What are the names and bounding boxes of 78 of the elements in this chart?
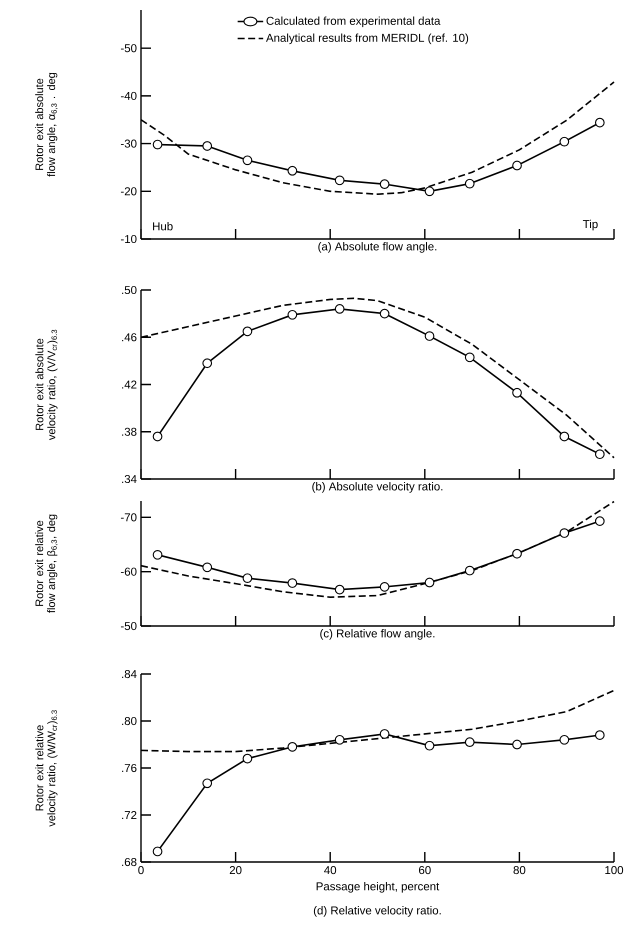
point — [424, 186, 434, 196]
point — [288, 742, 298, 752]
point — [424, 740, 434, 751]
x-tick-label: 0 — [138, 866, 144, 874]
point — [152, 140, 162, 150]
point — [380, 729, 390, 739]
text: (b) Absolute velocity ratio. — [312, 482, 442, 493]
point — [512, 160, 522, 170]
point — [559, 528, 570, 538]
y-tick-label: -50 — [120, 44, 137, 52]
legend-label: Calculated from experimental data — [266, 16, 440, 28]
x-tick-label: 60 — [419, 866, 431, 874]
y-tick-label: -10 — [120, 234, 137, 244]
y-tick-label: -50 — [120, 622, 137, 630]
y-axis-title: Rotor exit relative velocity ratio, (W/W$_{cr}$)$_{6.3}$ — [35, 710, 58, 827]
text: (d) Relative velocity ratio. — [314, 906, 441, 917]
y-tick-label: .72 — [122, 811, 136, 820]
point — [334, 175, 345, 186]
x-tick-label: 40 — [324, 866, 336, 874]
point — [242, 155, 252, 166]
annotation: Tip — [582, 220, 598, 230]
point — [594, 516, 605, 526]
point — [242, 573, 252, 584]
point — [594, 118, 605, 128]
y-tick-label: -30 — [120, 140, 137, 148]
point — [152, 432, 162, 442]
point — [512, 548, 522, 559]
y-tick-label: .76 — [122, 764, 136, 772]
y-tick-label: -20 — [120, 187, 137, 196]
y-tick-label: -40 — [120, 92, 137, 100]
point — [152, 846, 162, 856]
point — [559, 432, 570, 442]
point — [512, 388, 522, 398]
y-tick-label: .80 — [122, 716, 137, 726]
point — [380, 582, 390, 592]
y-tick-label: .34 — [122, 474, 137, 484]
point — [424, 331, 434, 341]
x-tick-label: 80 — [514, 866, 526, 874]
point — [559, 136, 570, 147]
point — [152, 550, 162, 560]
text: (c) Relative flow angle. — [320, 629, 434, 640]
point — [288, 578, 298, 588]
x-tick-label: 20 — [230, 866, 242, 874]
point — [334, 584, 345, 594]
point — [202, 562, 212, 572]
y-tick-label: .42 — [122, 380, 136, 389]
point — [464, 566, 475, 576]
x-axis-title: Passage height, percent — [316, 882, 440, 893]
point — [594, 730, 605, 740]
y-tick-label: .84 — [122, 670, 137, 678]
y-tick-label: .50 — [122, 286, 137, 294]
point — [202, 778, 212, 788]
point — [512, 740, 522, 750]
y-tick-label: -70 — [120, 513, 137, 522]
text: (a) Absolute flow angle. — [318, 242, 436, 253]
legend-label: Analytical results from MERIDL (ref. 10) — [266, 33, 468, 44]
point — [242, 754, 252, 764]
point — [464, 737, 475, 748]
point — [380, 308, 390, 318]
point — [559, 734, 570, 745]
y-tick-label: .46 — [122, 333, 136, 342]
y-tick-label: .38 — [122, 428, 136, 436]
annotation: Hub — [153, 222, 173, 230]
point — [202, 358, 212, 368]
point — [288, 166, 298, 176]
point — [334, 304, 345, 314]
point — [380, 179, 390, 189]
point — [202, 141, 212, 151]
point — [334, 734, 345, 745]
y-tick-label: -60 — [120, 568, 137, 576]
point — [424, 578, 434, 588]
point — [464, 178, 475, 189]
x-tick-label: 100 — [605, 866, 624, 874]
point — [594, 449, 605, 460]
point — [288, 310, 298, 320]
point — [242, 326, 252, 336]
point — [464, 352, 475, 362]
y-tick-label: .68 — [122, 858, 136, 866]
